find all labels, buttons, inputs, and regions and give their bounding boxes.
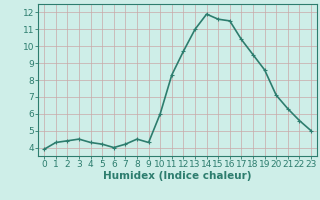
X-axis label: Humidex (Indice chaleur): Humidex (Indice chaleur) bbox=[103, 171, 252, 181]
